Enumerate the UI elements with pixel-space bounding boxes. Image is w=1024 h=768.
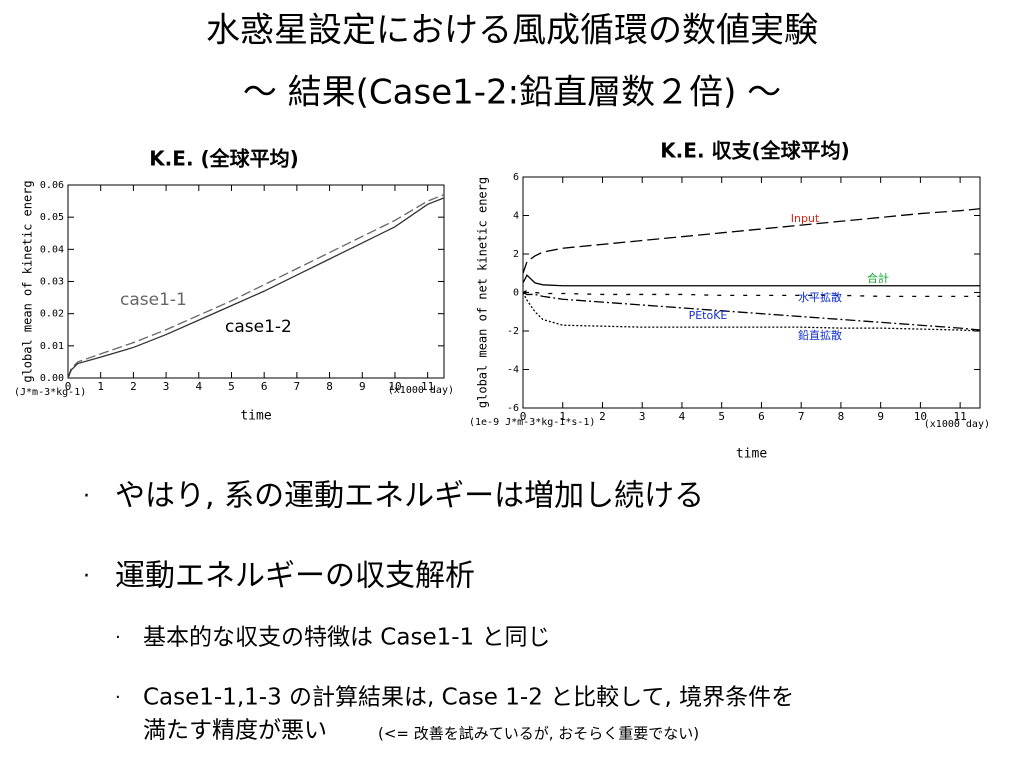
y-tick-label: 4 (513, 211, 519, 222)
x-axis-label: time (240, 409, 271, 424)
x-tick-label: 7 (798, 410, 805, 423)
series-line (522, 292, 981, 332)
x-tick-label: 7 (294, 380, 301, 393)
y-axis-label: global mean of net kinetic energ (476, 177, 490, 408)
series-line (522, 208, 981, 274)
series-line (522, 291, 981, 331)
chart-title: K.E. (全球平均) (149, 147, 299, 171)
x-tick-label: 9 (359, 380, 366, 393)
bullet-dot: · (83, 484, 90, 509)
x-tick-label: 8 (838, 410, 845, 423)
series-line (522, 274, 980, 287)
chart-title: K.E. 収支(全球平均) (660, 139, 850, 163)
x-tick-label: 1 (97, 380, 104, 393)
x-tick-label: 2 (130, 380, 137, 393)
x-tick-label: 6 (261, 380, 268, 393)
bullet: やはり, 系の運動エネルギーは増加し続ける (115, 479, 704, 514)
x-unit: (x1000 day) (388, 385, 454, 396)
x-tick-label: 11 (421, 380, 434, 393)
note: (<= 改善を試みているが, おそらく重要でない) (378, 725, 699, 743)
series-line (67, 194, 445, 379)
y-tick-label: 0 (513, 288, 519, 299)
x-tick-label: 5 (718, 410, 725, 423)
y-unit: (J*m-3*kg-1) (14, 387, 86, 398)
sub-bullet: 基本的な収支の特徴は Case1-1 と同じ (143, 625, 550, 651)
bullet: 運動エネルギーの収支解析 (115, 559, 475, 594)
y-tick-label: 0.01 (40, 341, 64, 352)
x-tick-label: 4 (679, 410, 686, 423)
y-tick-label: 0.04 (40, 244, 64, 255)
series-label: 水平拡散 (798, 290, 842, 304)
series-label: case1-2 (225, 317, 292, 337)
sub-bullet: Case1-1,1-3 の計算結果は, Case 1-2 と比較して, 境界条件… (143, 685, 794, 711)
series-label: PEtoKE (689, 309, 728, 322)
y-tick-label: 0.06 (40, 180, 64, 191)
y-tick-label: 6 (513, 172, 519, 183)
x-tick-label: 3 (163, 380, 170, 393)
y-tick-label: 0.02 (40, 309, 64, 320)
series-label: Input (791, 212, 820, 225)
x-tick-label: 0 (520, 410, 527, 423)
series-label: 鉛直拡散 (798, 328, 842, 342)
series-label: 合計 (867, 271, 889, 285)
plot-frame (522, 176, 981, 409)
y-tick-label: 0.00 (40, 373, 64, 384)
bullet-dot: · (83, 564, 90, 589)
series-line (67, 197, 445, 379)
x-tick-label: 0 (65, 380, 72, 393)
x-tick-label: 10 (914, 410, 927, 423)
y-tick-label: -4 (507, 365, 519, 376)
x-unit: (x1000 day) (924, 419, 990, 430)
y-tick-label: -6 (507, 403, 519, 414)
y-tick-label: 0.05 (40, 212, 64, 223)
x-tick-label: 5 (228, 380, 235, 393)
bullet-dot: · (115, 687, 121, 708)
x-tick-label: 8 (326, 380, 333, 393)
x-tick-label: 4 (195, 380, 202, 393)
sub-bullet: 満たす精度が悪い (143, 718, 327, 744)
x-tick-label: 2 (599, 410, 606, 423)
x-tick-label: 6 (758, 410, 765, 423)
slide-title: 水惑星設定における風成循環の数値実験 (206, 11, 818, 51)
y-tick-label: 0.03 (40, 277, 64, 288)
x-tick-label: 9 (877, 410, 884, 423)
x-axis-label: time (736, 447, 767, 462)
y-axis-label: global mean of kinetic energ (21, 180, 35, 382)
y-tick-label: 2 (513, 249, 519, 260)
series-label: case1-1 (120, 290, 187, 310)
x-tick-label: 1 (559, 410, 566, 423)
y-tick-label: -2 (507, 326, 519, 337)
x-tick-label: 11 (954, 410, 967, 423)
series-line (522, 289, 980, 297)
x-tick-label: 10 (388, 380, 401, 393)
x-tick-label: 3 (639, 410, 646, 423)
y-unit: (1e-9 J*m-3*kg-1*s-1) (469, 417, 595, 428)
slide-subtitle: ～ 結果(Case1-2:鉛直層数２倍) ～ (243, 73, 781, 113)
bullet-dot: · (115, 627, 121, 648)
plot-frame (67, 184, 445, 379)
